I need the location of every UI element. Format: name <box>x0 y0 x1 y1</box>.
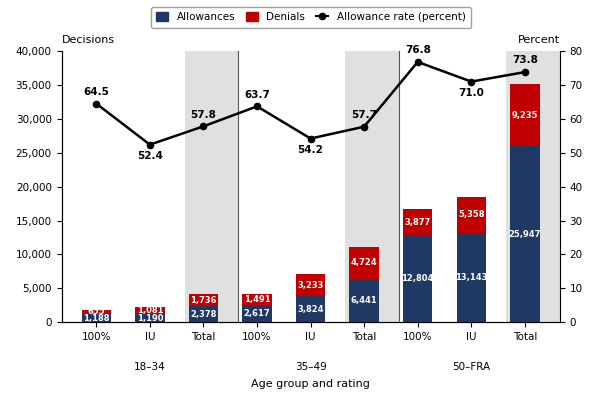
Legend: Allowances, Denials, Allowance rate (percent): Allowances, Denials, Allowance rate (per… <box>151 7 470 28</box>
Text: 18–34: 18–34 <box>134 362 166 371</box>
Text: 13,143: 13,143 <box>455 273 488 282</box>
Bar <box>349 279 379 322</box>
Text: 3,233: 3,233 <box>298 281 323 290</box>
Text: 12,804: 12,804 <box>402 274 434 283</box>
Text: Decisions: Decisions <box>62 35 114 45</box>
Text: Percent: Percent <box>518 35 560 45</box>
Text: 1,491: 1,491 <box>244 295 271 304</box>
Text: 63.7: 63.7 <box>244 90 270 99</box>
Text: 73.8: 73.8 <box>512 55 538 65</box>
Bar <box>510 146 539 322</box>
Text: 71.0: 71.0 <box>458 88 484 98</box>
Bar <box>242 305 272 322</box>
Text: 64.5: 64.5 <box>84 87 109 97</box>
Bar <box>456 197 486 233</box>
Text: 1,188: 1,188 <box>83 314 109 323</box>
Bar <box>296 296 325 322</box>
Bar <box>349 246 379 279</box>
Text: 2,378: 2,378 <box>190 310 216 319</box>
Bar <box>135 307 165 314</box>
Bar <box>296 274 325 296</box>
Bar <box>346 51 399 322</box>
Text: 57.8: 57.8 <box>191 110 216 119</box>
Text: 35–49: 35–49 <box>295 362 327 371</box>
Text: 3,877: 3,877 <box>405 218 431 227</box>
Bar <box>82 314 111 322</box>
Bar <box>456 233 486 322</box>
Bar <box>189 306 218 322</box>
Text: 6,441: 6,441 <box>351 296 378 305</box>
Bar <box>510 84 539 146</box>
Text: 57.7: 57.7 <box>351 110 377 120</box>
Bar <box>403 235 432 322</box>
Bar <box>189 294 218 306</box>
Bar <box>506 51 560 322</box>
Text: 9,235: 9,235 <box>512 110 538 119</box>
Text: 5,358: 5,358 <box>458 211 485 220</box>
Bar <box>403 209 432 235</box>
Text: 3,824: 3,824 <box>297 305 324 314</box>
Text: 1,081: 1,081 <box>137 306 163 315</box>
Bar <box>82 310 111 314</box>
Bar <box>242 294 272 305</box>
Text: 655: 655 <box>87 307 105 316</box>
Bar <box>184 51 238 322</box>
Text: 25,947: 25,947 <box>509 230 541 239</box>
Text: 50–FRA: 50–FRA <box>452 362 490 371</box>
Text: 54.2: 54.2 <box>298 145 323 155</box>
Text: 52.4: 52.4 <box>137 151 163 162</box>
Text: 4,724: 4,724 <box>351 258 378 267</box>
Bar <box>135 314 165 322</box>
Text: 76.8: 76.8 <box>405 45 430 55</box>
Text: Age group and rating: Age group and rating <box>251 379 370 389</box>
Text: 2,617: 2,617 <box>244 309 271 318</box>
Text: 1,190: 1,190 <box>137 314 163 323</box>
Text: 1,736: 1,736 <box>190 296 216 305</box>
